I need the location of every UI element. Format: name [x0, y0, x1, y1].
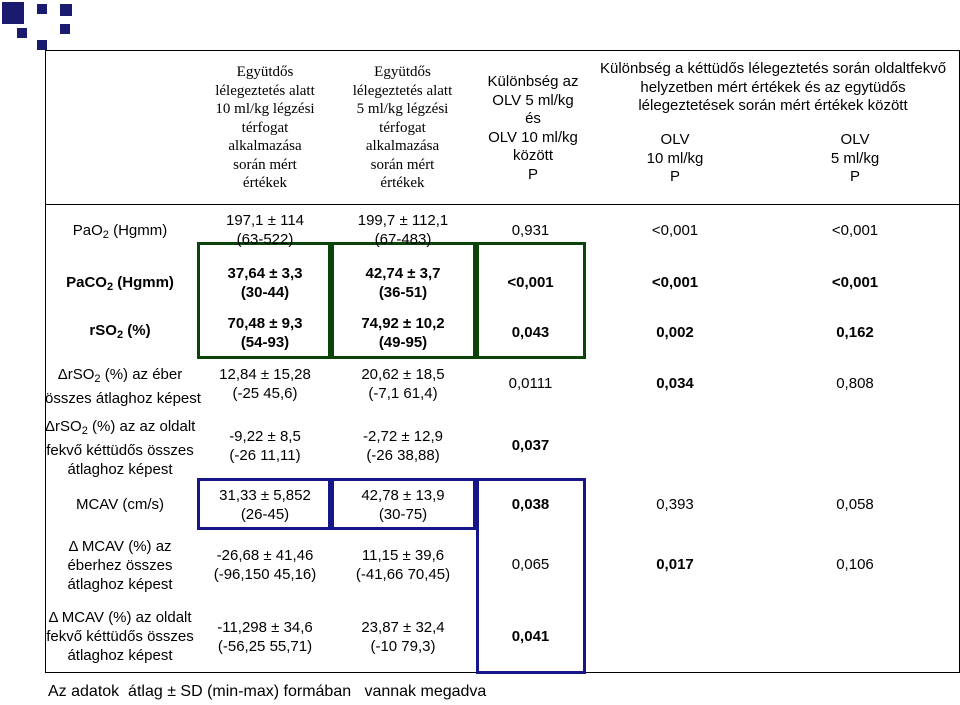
row-paco2-col1: 37,64 ± 3,3 (30-44)	[227, 265, 303, 301]
row-pao2-p2: <0,001	[651, 222, 699, 239]
row-label-paco2: PaCO2 (Hgmm)	[66, 274, 174, 293]
row-drso2-eber-col1: 12,84 ± 15,28 (-25 45,6)	[219, 366, 311, 402]
row-rso2-col1: 70,48 ± 9,3 (54-93)	[227, 315, 303, 351]
highlight-box-mcav-col1	[197, 478, 331, 530]
row-mcav-col2: 42,78 ± 13,9 (30-75)	[361, 487, 445, 523]
row-dmcav-eber-col2: 11,15 ± 39,6 (-41,66 70,45)	[355, 547, 451, 583]
header-col5: OLV 5 ml/kg P	[830, 131, 880, 185]
header-col1: Együtdős lélegeztetés alatt 10 ml/kg légzé…	[215, 64, 315, 191]
header-col2: Együtdős lélegeztetés alatt 5 ml/kg légzés…	[352, 64, 453, 191]
row-drso2-oldalt-p1: 0,037	[511, 437, 550, 454]
highlight-box-col1	[197, 242, 331, 359]
row-drso2-eber-p2: 0,034	[656, 375, 694, 392]
row-pao2-col2: 199,7 ± 112,1 (67-483)	[357, 212, 449, 248]
row-drso2-eber-p3: 0,808	[836, 375, 874, 392]
row-drso2-eber-col2: 20,62 ± 18,5 (-7,1 61,4)	[361, 366, 445, 402]
row-paco2-p1: <0,001	[507, 274, 554, 291]
row-drso2-eber-p1: 0,0111	[508, 375, 553, 392]
row-dmcav-eber-col1: -26,68 ± 41,46 (-96,150 45,16)	[213, 547, 317, 583]
header-col4: OLV 10 ml/kg P	[646, 131, 704, 185]
row-pao2-col1: 197,1 ± 114 (63-522)	[225, 212, 305, 248]
row-dmcav-eber-p2: 0,017	[656, 556, 694, 573]
header-col45-title: Különbség a kéttüdős lélegeztetés során …	[599, 60, 947, 114]
row-label-dmcav-oldalt: Δ MCAV (%) az oldalt fekvő kéttüdős össze…	[46, 609, 194, 664]
row-drso2-oldalt-col2: -2,72 ± 12,9 (-26 38,88)	[363, 428, 443, 464]
row-label-rso2: rSO2 (%)	[89, 322, 151, 341]
row-mcav-col1: 31,33 ± 5,852 (26-45)	[219, 487, 311, 523]
row-label-dmcav-eber: Δ MCAV (%) az éberhez összes átlaghoz képe…	[67, 538, 173, 593]
row-pao2-p1: 0,931	[511, 222, 550, 239]
highlight-box-mcav-col2	[331, 478, 476, 530]
row-dmcav-eber-p1: 0,065	[511, 556, 550, 573]
logo-squares	[0, 0, 90, 60]
row-mcav-p1: 0,038	[511, 496, 550, 513]
row-rso2-col2: 74,92 ± 10,2 (49-95)	[361, 315, 445, 351]
table-top-border	[45, 50, 960, 51]
row-mcav-p3: 0,058	[836, 496, 874, 513]
row-paco2-p3: <0,001	[831, 274, 879, 291]
row-label-pao2: PaO2 (Hgmm)	[72, 222, 168, 241]
row-label-drso2-oldalt: ΔrSO2 (%) az az oldalt fekvő kéttüdős ös…	[45, 418, 196, 478]
row-label-mcav: MCAV (cm/s)	[75, 496, 165, 513]
row-drso2-oldalt-col1: -9,22 ± 8,5 (-26 11,11)	[229, 428, 301, 464]
row-rso2-p3: 0,162	[836, 324, 874, 341]
footnote: Az adatok átlag ± SD (min-max) formában …	[48, 683, 487, 700]
row-paco2-p2: <0,001	[651, 274, 699, 291]
header-col3: Különbség az OLV 5 ml/kg és OLV 10 ml/kg kö…	[487, 73, 579, 183]
table-left-border	[45, 50, 46, 673]
header-bottom-border	[45, 204, 960, 205]
highlight-box-col2	[331, 242, 476, 359]
row-dmcav-eber-p3: 0,106	[836, 556, 874, 573]
row-label-drso2-eber: ΔrSO2 (%) az éber összes átlaghoz képest	[45, 366, 201, 407]
row-mcav-p2: 0,393	[656, 496, 694, 513]
row-rso2-p2: 0,002	[656, 324, 694, 341]
row-dmcav-oldalt-col1: -11,298 ± 34,6 (-56,25 55,71)	[217, 619, 313, 655]
row-rso2-p1: 0,043	[511, 324, 550, 341]
row-dmcav-oldalt-col2: 23,87 ± 32,4 (-10 79,3)	[361, 619, 445, 655]
row-paco2-col2: 42,74 ± 3,7 (36-51)	[365, 265, 441, 301]
row-dmcav-oldalt-p1: 0,041	[511, 628, 550, 645]
row-pao2-p3: <0,001	[831, 222, 879, 239]
highlight-box-pvalues	[476, 242, 586, 359]
highlight-box-mcav-pvalues	[476, 478, 586, 674]
